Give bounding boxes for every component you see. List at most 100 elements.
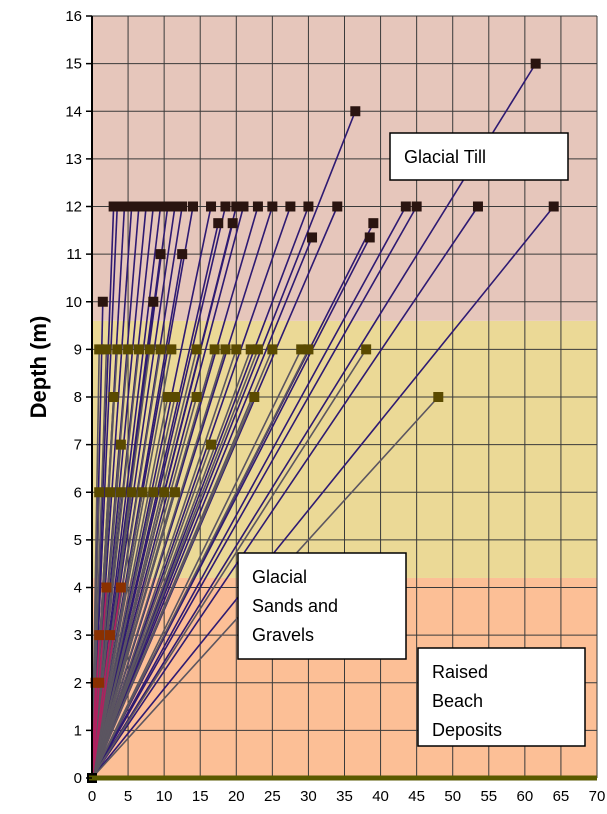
- data-point: [169, 392, 180, 402]
- data-point: [108, 201, 119, 212]
- data-point: [159, 487, 170, 498]
- y-tick-label: 10: [65, 294, 82, 311]
- zone-label-text: Deposits: [432, 720, 502, 740]
- zone-label-text: Glacial Till: [404, 147, 486, 167]
- data-point: [267, 201, 278, 212]
- series-line: [91, 492, 155, 779]
- data-point: [332, 201, 343, 212]
- x-tick-label: 70: [589, 788, 606, 805]
- data-point: [472, 201, 483, 212]
- data-point: [433, 392, 444, 402]
- data-point: [115, 582, 126, 593]
- series-line: [91, 492, 165, 779]
- data-point: [252, 344, 263, 355]
- data-point: [191, 344, 202, 355]
- data-point: [155, 201, 166, 212]
- y-tick-label: 14: [65, 103, 82, 120]
- series-markers-sand: [94, 344, 444, 498]
- x-tick-label: 10: [156, 788, 173, 805]
- x-tick-label: 30: [300, 788, 317, 805]
- series-line: [91, 206, 292, 779]
- x-tick-label: 65: [553, 788, 570, 805]
- series-line: [91, 349, 259, 779]
- y-tick-label: 15: [65, 56, 82, 73]
- data-point: [307, 232, 318, 243]
- zone-label-frame: [237, 552, 407, 660]
- data-point: [148, 296, 159, 307]
- series-line: [91, 492, 176, 779]
- data-point: [94, 487, 105, 498]
- data-point: [112, 344, 123, 355]
- data-point: [188, 201, 198, 212]
- data-point: [238, 201, 249, 212]
- data-point: [252, 201, 263, 212]
- data-point: [548, 201, 559, 212]
- x-tick-label: 60: [517, 788, 534, 805]
- data-point: [162, 392, 173, 402]
- data-point: [220, 201, 231, 212]
- data-point: [177, 249, 188, 260]
- data-point: [213, 218, 224, 229]
- series-line: [91, 110, 357, 779]
- data-point: [285, 201, 296, 212]
- data-point: [155, 249, 166, 260]
- x-tick-label: 0: [88, 788, 96, 805]
- y-tick-label: 11: [66, 246, 82, 263]
- y-tick-label: 6: [74, 484, 82, 501]
- data-point: [249, 392, 260, 402]
- zone-label-frame: [417, 647, 586, 747]
- zone-label-text: Raised: [432, 662, 488, 682]
- data-point: [177, 201, 188, 212]
- data-point: [206, 201, 217, 212]
- series-line: [91, 348, 367, 779]
- series-line: [91, 63, 537, 779]
- data-point: [115, 439, 126, 450]
- data-point: [126, 201, 137, 212]
- data-point: [361, 344, 372, 355]
- series-line: [91, 205, 555, 779]
- y-tick-label: 5: [74, 532, 82, 549]
- y-tick-label: 2: [74, 675, 82, 692]
- data-point: [166, 344, 177, 355]
- y-tick-label: 1: [74, 722, 82, 739]
- data-point: [303, 201, 314, 212]
- data-point: [90, 677, 101, 688]
- series-line: [91, 237, 313, 779]
- y-axis-title: Depth (m): [26, 316, 51, 419]
- data-point: [296, 344, 307, 355]
- y-tick-label: 12: [65, 199, 82, 216]
- y-tick-label: 7: [74, 437, 82, 454]
- data-point: [220, 344, 231, 355]
- x-tick-label: 45: [408, 788, 425, 805]
- x-tick-label: 15: [192, 788, 209, 805]
- data-point: [94, 344, 105, 355]
- data-point: [350, 106, 361, 117]
- series-line: [91, 396, 198, 779]
- data-point: [191, 392, 202, 402]
- zone-label-box: Glacial Sands and Gravels: [237, 552, 407, 660]
- series-line: [91, 492, 144, 779]
- data-point: [267, 344, 278, 355]
- data-point: [148, 201, 159, 212]
- data-point: [169, 201, 180, 212]
- zone-label-text: Sands and: [252, 596, 338, 616]
- x-tick-label: 20: [228, 788, 245, 805]
- data-point: [141, 201, 152, 212]
- y-tick-label: 16: [65, 8, 82, 25]
- x-tick-label: 50: [444, 788, 461, 805]
- zone-label-box: Glacial Till: [389, 132, 569, 181]
- data-point: [368, 218, 379, 229]
- data-point: [94, 630, 105, 641]
- zone-label-box: Raised Beach Deposits: [417, 647, 586, 747]
- series-line: [91, 635, 111, 779]
- data-point: [105, 630, 116, 641]
- data-point: [123, 344, 134, 355]
- data-point: [105, 487, 116, 498]
- data-point: [137, 487, 148, 498]
- zone-label-text: Gravels: [252, 625, 314, 645]
- y-tick-label: 9: [74, 341, 82, 358]
- series-markers-till: [97, 58, 559, 307]
- series-line: [91, 349, 252, 779]
